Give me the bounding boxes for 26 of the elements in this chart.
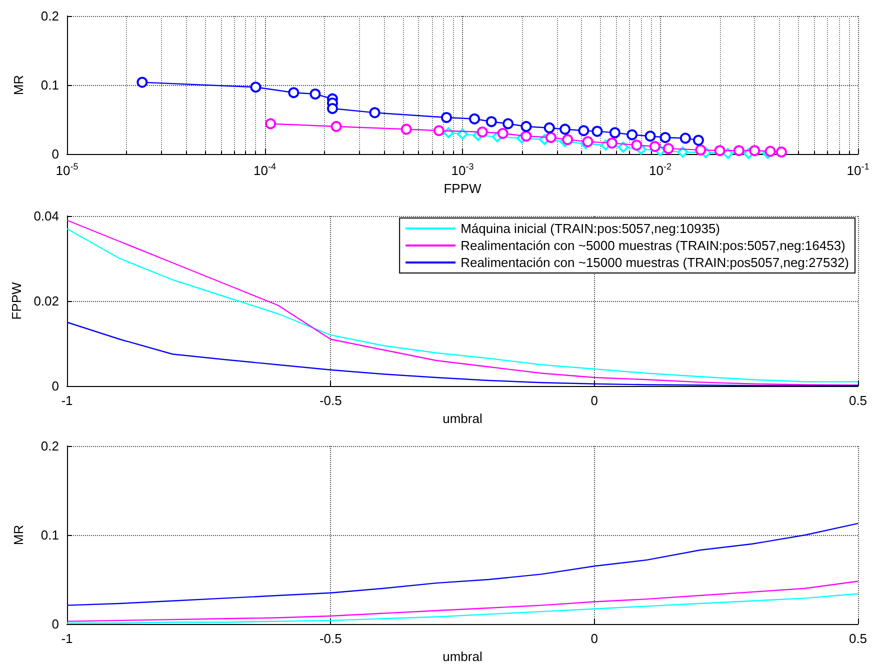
y-tick-label: 0.2	[40, 438, 59, 454]
x-tick-label: 0	[590, 393, 598, 408]
y-tick-label: 0.2	[40, 8, 59, 24]
x-tick-label: -1	[61, 393, 73, 408]
x-tick-label: -0.5	[319, 631, 342, 646]
y-axis-title: FPPW	[8, 282, 24, 320]
legend-label: Máquina inicial (TRAIN:pos:5057,neg:10935)	[460, 221, 720, 236]
y-tick-label: 0	[52, 378, 59, 394]
y-tick-label: 0.1	[40, 78, 59, 93]
x-tick-label: -1	[61, 631, 73, 646]
y-axis-title: MR	[11, 74, 26, 96]
x-axis-title: umbral	[442, 411, 482, 426]
y-axis-title: MR	[11, 524, 26, 546]
y-tick-label: 0	[52, 616, 59, 632]
y-tick-label: 0	[52, 146, 59, 162]
y-tick-label: 0.04	[34, 208, 59, 224]
legend-label: Realimentación con ~5000 muestras (TRAIN:pos:5057,neg:16453)	[460, 238, 846, 253]
x-axis-title: FPPW	[444, 181, 482, 196]
x-tick-label: 0.5	[848, 631, 868, 646]
x-axis-title: umbral	[442, 649, 482, 664]
legend-label: Realimentación con ~15000 muestras (TRAIN:pos5057,neg:27532)	[460, 255, 850, 270]
x-tick-label: 0	[590, 631, 598, 646]
x-tick-label: 0.5	[848, 393, 868, 408]
x-tick-label: -0.5	[319, 393, 342, 408]
y-tick-label: 0.02	[34, 294, 59, 308]
y-tick-label: 0.1	[40, 528, 59, 542]
